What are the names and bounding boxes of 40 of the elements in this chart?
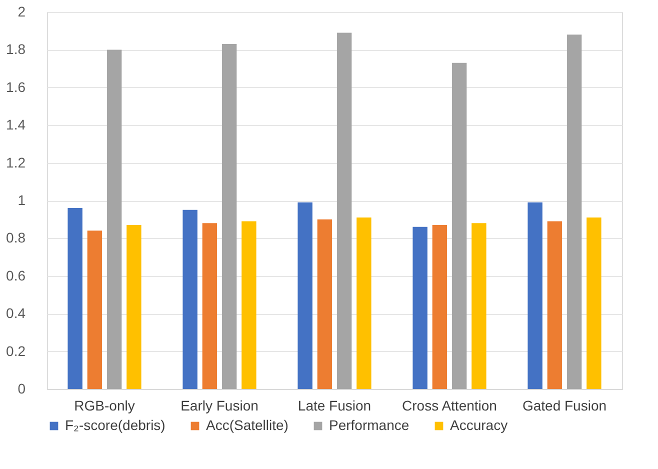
y-tick-label: 0.6 [6,267,26,284]
bar [586,217,602,389]
x-tick-label: Cross Attention [402,398,497,414]
legend-label: Accuracy [450,417,508,433]
x-tick-label: Gated Fusion [522,398,607,414]
bar [126,225,142,389]
y-tick-label: 0.4 [6,305,26,322]
bar [566,34,582,389]
bar [336,32,352,389]
y-tick-label: 1.8 [6,41,26,58]
y-tick-label: 2 [18,4,26,20]
bar [432,225,448,389]
bar [202,223,218,389]
bar [106,50,122,389]
bar [412,226,428,389]
x-tick-label: Late Fusion [298,398,372,414]
bar [68,208,82,389]
y-tick-label: 1.2 [6,154,26,170]
y-tick-label: 0.8 [6,230,26,246]
bar [87,230,102,389]
y-tick-label: 0 [18,380,26,396]
bar [452,62,467,389]
bar [472,223,486,389]
y-tick-label: 1.6 [6,78,26,95]
bar [356,217,372,389]
legend-label: Acc(Satellite) [206,417,288,433]
bar [317,219,332,389]
y-tick-label: 1 [18,192,26,208]
x-tick-label: RGB-only [74,398,135,414]
y-tick-label: 1.4 [6,116,26,133]
bar [222,44,237,389]
y-tick-label: 0.2 [6,342,26,359]
legend-label: Performance [329,417,410,433]
bar [182,210,198,389]
x-tick-label: Early Fusion [180,398,258,414]
bar [528,202,542,389]
bar [242,221,256,389]
bar [298,202,312,389]
legend-label: F₂-score(debris) [65,417,166,433]
bar [547,221,562,389]
